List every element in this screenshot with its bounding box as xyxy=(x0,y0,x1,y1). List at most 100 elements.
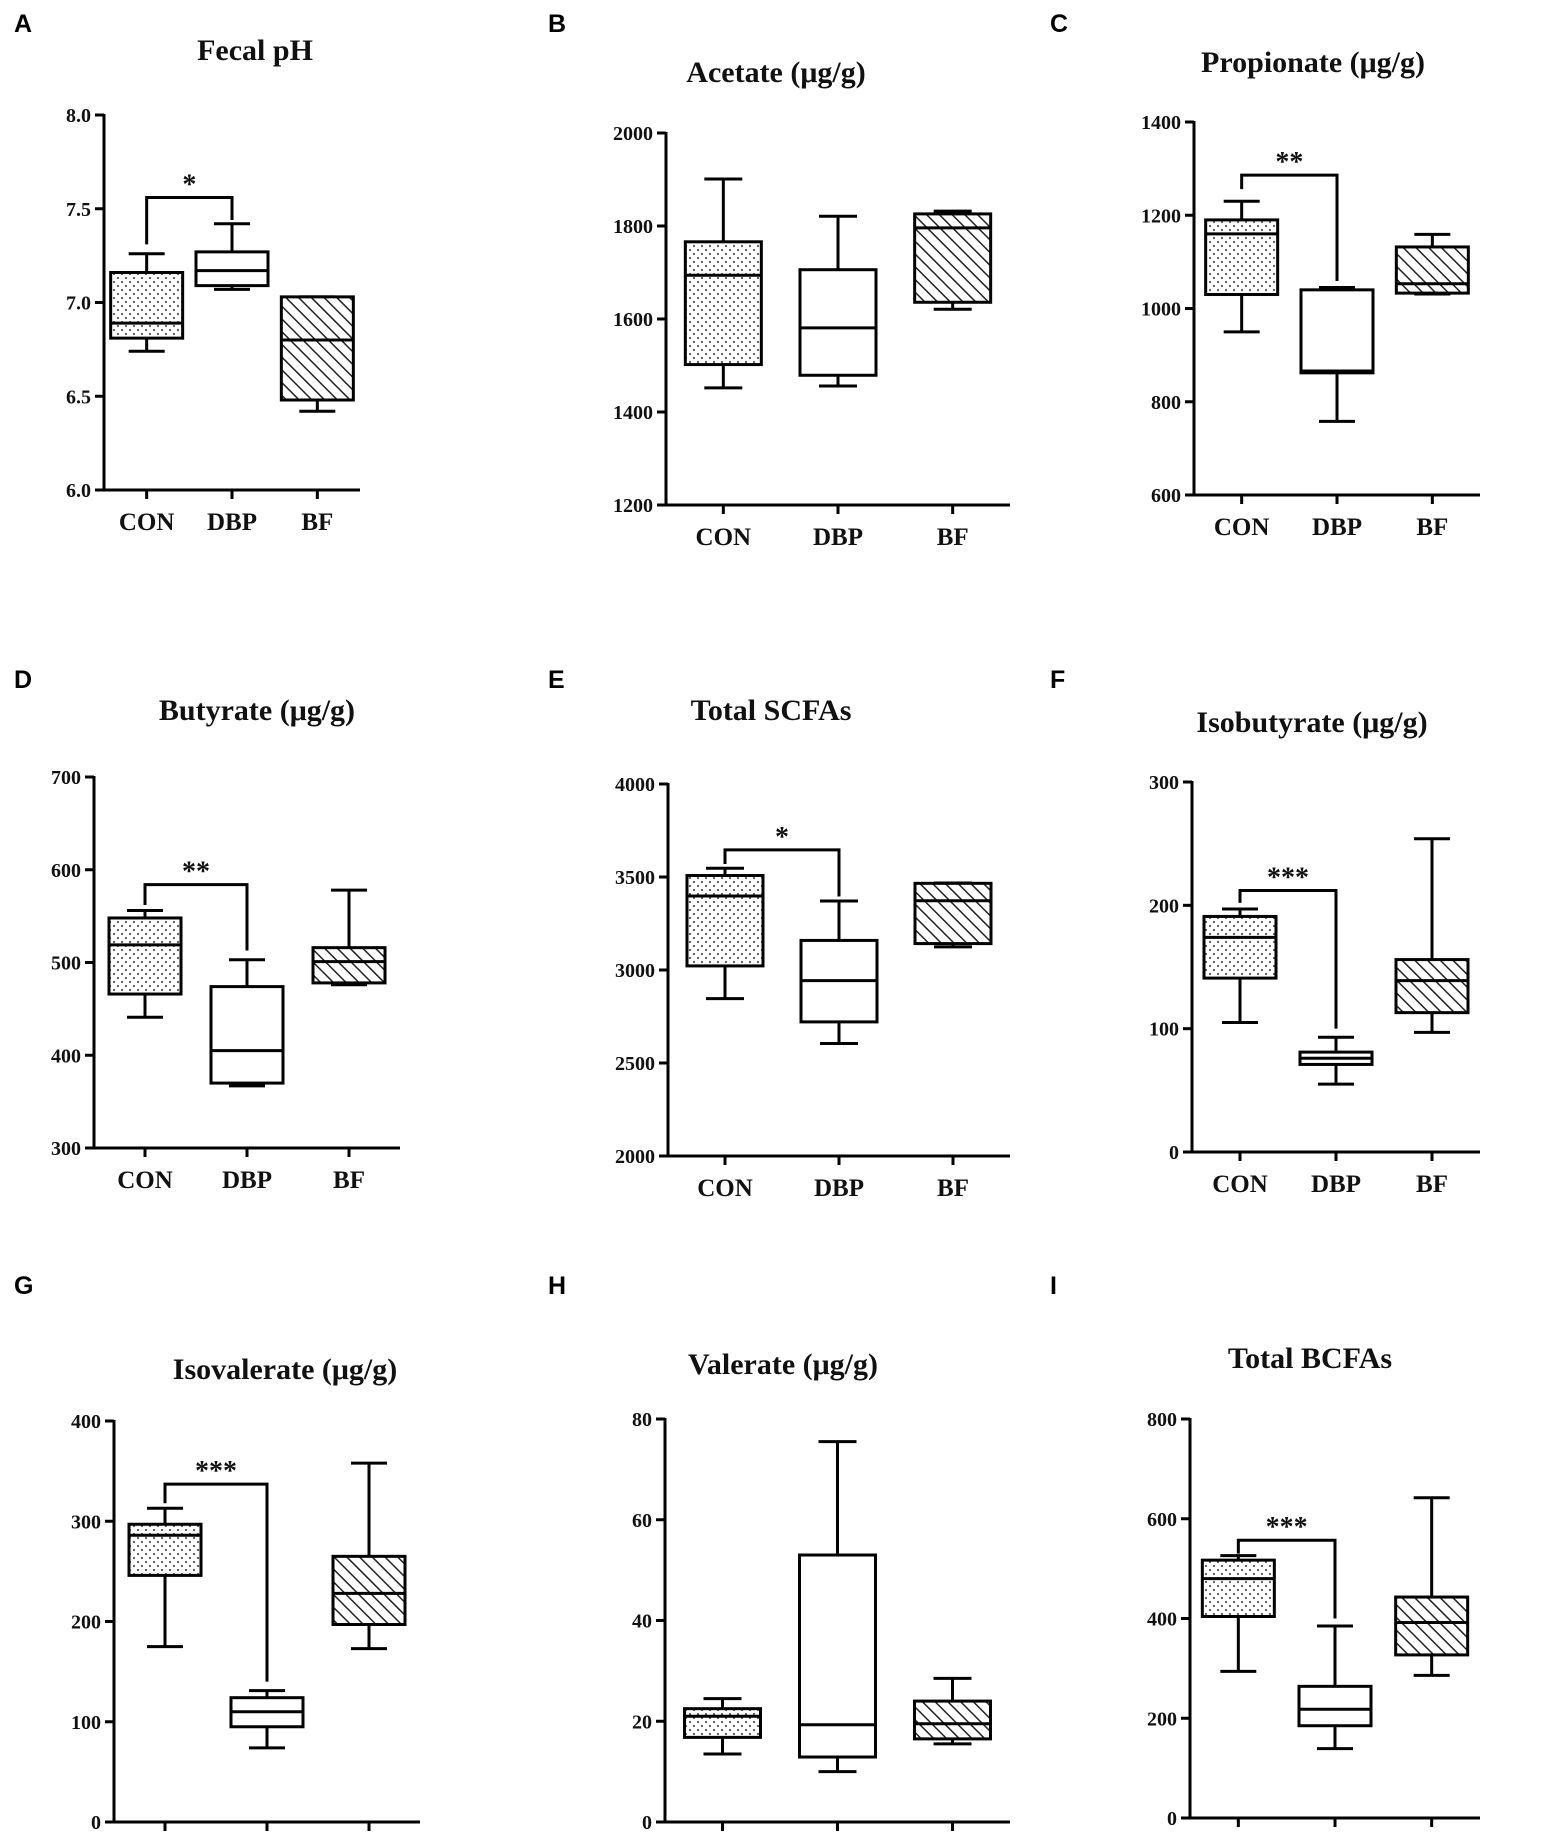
y-tick-label: 100 xyxy=(1149,1019,1179,1041)
y-tick-label: 1600 xyxy=(613,309,653,331)
bracket-line xyxy=(1236,1538,1337,1619)
x-tick-label-bf: BF xyxy=(1416,514,1448,541)
y-tick-label: 400 xyxy=(71,1411,101,1433)
box-con xyxy=(1202,907,1278,1024)
box-dbp xyxy=(798,1440,877,1774)
chart-title: Propionate (μg/g) xyxy=(1201,46,1425,79)
box-iqr xyxy=(1394,245,1470,295)
panel-letter: B xyxy=(548,10,566,38)
x-tick-label-con: CON xyxy=(697,1175,753,1202)
y-tick-label: 1200 xyxy=(613,495,653,517)
panel-letter: F xyxy=(1050,666,1065,694)
y-tick-label: 0 xyxy=(1169,1142,1179,1164)
significance-label: *** xyxy=(1267,863,1309,894)
box-iqr xyxy=(798,268,878,377)
significance-label: * xyxy=(775,822,789,853)
y-tick-label: 200 xyxy=(1147,1708,1177,1730)
y-tick-label: 700 xyxy=(51,767,81,789)
x-tick-label-con: CON xyxy=(1214,514,1270,541)
box-dbp xyxy=(194,222,270,291)
y-tick-label: 300 xyxy=(71,1511,101,1533)
y-tick-label: 6.5 xyxy=(66,386,91,408)
box-iqr xyxy=(685,874,765,968)
x-tick-label-con: CON xyxy=(1212,1171,1268,1198)
box-bf xyxy=(1394,837,1470,1034)
box-iqr xyxy=(311,946,387,985)
chart-title: Total SCFAs xyxy=(691,694,852,727)
y-tick-label: 2000 xyxy=(615,1146,655,1168)
y-tick-label: 500 xyxy=(51,953,81,975)
box-iqr xyxy=(913,1699,992,1741)
x-tick-label-bf: BF xyxy=(1416,1171,1448,1198)
box-dbp xyxy=(1298,1035,1374,1086)
y-tick-label: 200 xyxy=(71,1612,101,1634)
bracket-line xyxy=(145,196,234,245)
significance-label: ** xyxy=(182,857,210,888)
y-tick-label: 20 xyxy=(632,1711,652,1733)
x-tick-label-bf: BF xyxy=(301,509,333,536)
y-tick-label: 600 xyxy=(1151,485,1181,507)
box-iqr xyxy=(127,1522,203,1577)
box-iqr xyxy=(913,881,993,946)
x-tick-label-con: CON xyxy=(117,1167,173,1194)
y-tick-label: 400 xyxy=(51,1045,81,1067)
x-tick-label-bf: BF xyxy=(937,524,969,551)
box-bf xyxy=(913,1676,992,1746)
chart-f: F Isobutyrate (μg/g) 0 100 200 300 CON DBP BF *** xyxy=(1050,666,1480,1198)
panel-b: B Acetate (μg/g) 1200 1400 1600 1800 2000 CON DB… xyxy=(520,0,1040,612)
box-iqr xyxy=(1202,914,1278,980)
panel-letter: D xyxy=(14,666,32,694)
box-con xyxy=(109,252,185,353)
x-tick-label-dbp: DBP xyxy=(813,524,863,551)
box-iqr xyxy=(683,1707,762,1739)
chart-title: Isobutyrate (μg/g) xyxy=(1196,706,1427,739)
box-bf xyxy=(1394,1496,1470,1677)
panel-letter: E xyxy=(548,666,565,694)
chart-a: A Fecal pH 6.0 6.5 7.0 7.5 8.0 CON DBP BF * xyxy=(14,10,360,536)
x-tick-label-dbp: DBP xyxy=(1312,514,1362,541)
y-tick-label: 2500 xyxy=(615,1053,655,1075)
panel-letter: H xyxy=(548,1272,566,1300)
significance-label: ** xyxy=(1275,147,1303,178)
box-iqr xyxy=(683,240,763,367)
box-con xyxy=(683,1697,762,1756)
panel-d: D Butyrate (μg/g) 300 400 500 600 700 CON DBP BF *… xyxy=(0,612,520,1224)
y-tick-label: 8.0 xyxy=(66,105,91,127)
box-iqr xyxy=(1394,1595,1470,1657)
chart-c: C Propionate (μg/g) 600 800 1000 1200 1400 CON D… xyxy=(1050,10,1480,541)
chart-title: Isovalerate (μg/g) xyxy=(173,1353,397,1386)
box-iqr xyxy=(109,271,185,340)
box-con xyxy=(107,909,183,1019)
box-iqr xyxy=(798,1553,877,1759)
panel-letter: G xyxy=(14,1272,33,1300)
y-tick-label: 800 xyxy=(1147,1409,1177,1431)
y-tick-label: 40 xyxy=(632,1611,652,1633)
chart-title: Valerate (μg/g) xyxy=(688,1348,878,1381)
box-bf xyxy=(331,1461,407,1651)
y-tick-label: 2000 xyxy=(613,123,653,145)
x-tick-label-dbp: DBP xyxy=(814,1175,864,1202)
box-con xyxy=(1200,1554,1276,1673)
significance-bracket: ** xyxy=(1240,147,1339,281)
box-iqr xyxy=(194,250,270,288)
y-tick-label: 7.5 xyxy=(66,199,91,221)
box-dbp xyxy=(798,214,878,388)
box-dbp xyxy=(1299,286,1375,423)
significance-bracket: *** xyxy=(1238,863,1338,1029)
y-tick-label: 0 xyxy=(642,1812,652,1834)
bracket-line xyxy=(1240,173,1339,281)
y-tick-label: 6.0 xyxy=(66,480,91,502)
box-dbp xyxy=(209,958,285,1088)
significance-label: * xyxy=(182,170,196,201)
y-tick-label: 600 xyxy=(1147,1509,1177,1531)
x-tick-label-dbp: DBP xyxy=(222,1167,272,1194)
panel-letter: A xyxy=(14,10,32,38)
y-tick-label: 400 xyxy=(1147,1609,1177,1631)
box-bf xyxy=(913,881,993,949)
x-tick-label-con: CON xyxy=(696,524,752,551)
box-con xyxy=(1204,199,1280,334)
y-tick-label: 3000 xyxy=(615,960,655,982)
